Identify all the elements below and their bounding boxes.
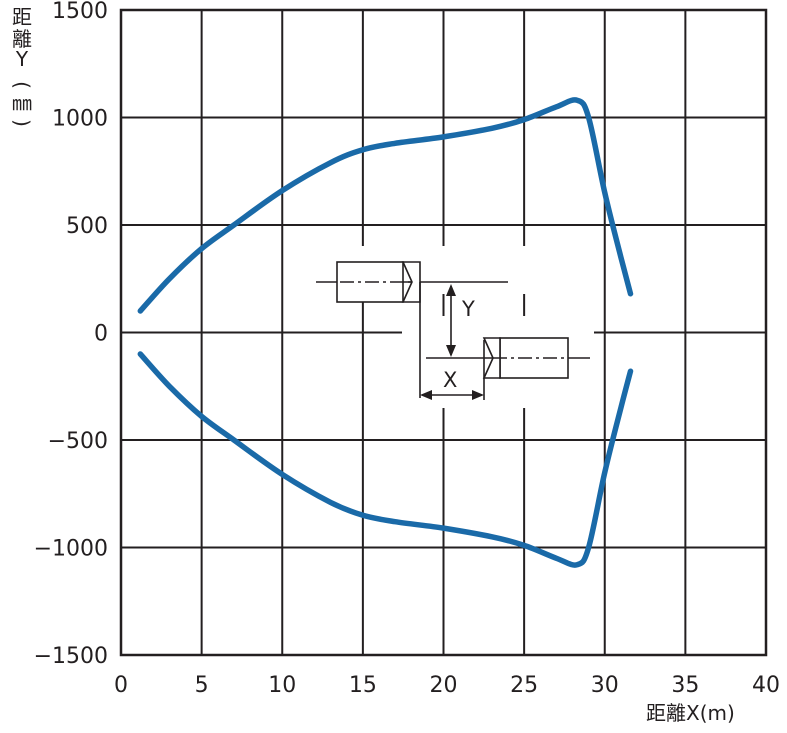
inset-x-label: X [443,368,457,392]
x-tick-label: 5 [195,673,209,698]
x-tick-label: 15 [349,673,377,698]
y-axis-title-char: ( [10,81,34,89]
x-tick-label: 40 [752,673,780,698]
y-tick-label: −500 [48,429,108,454]
y-axis-title-char: 距 [12,5,32,29]
detection-area-curves [137,97,634,568]
y-axis-title-char: Y [15,47,29,71]
x-tick-label: 25 [510,673,538,698]
x-tick-label: 10 [268,673,296,698]
x-axis-ticks: 0 5 10 15 20 25 30 35 40 [114,673,780,698]
y-axis-title-char: ㎜ [12,91,32,115]
x-tick-label: 20 [430,673,458,698]
sensor-offset-diagram: Y X [306,246,594,408]
y-axis-ticks: 1500 1000 500 0 −500 −1000 −1500 [34,0,108,669]
y-tick-label: 500 [66,214,108,239]
x-arrow-left-icon [420,390,432,400]
y-arrow-down-icon [446,345,456,357]
x-tick-label: 35 [671,673,699,698]
x-arrow-right-icon [472,390,484,400]
x-tick-label: 30 [591,673,619,698]
sensor-b-body [499,337,569,379]
y-arrow-up-icon [446,284,456,296]
detection-curve [137,351,634,568]
sensor-a-lens [401,261,421,303]
x-tick-label: 0 [114,673,128,698]
y-axis-title: 距離Y ( ㎜) [10,5,34,127]
sensor-b-lens [482,337,501,379]
x-axis-title: 距離X(m) [646,701,735,725]
plot-frame [119,8,768,657]
detection-curve [137,97,634,314]
inset-y-label: Y [461,297,475,321]
y-tick-label: −1000 [34,537,108,562]
y-tick-label: 1000 [52,107,108,132]
y-tick-label: 0 [94,322,108,347]
y-tick-label: 1500 [52,0,108,24]
y-axis-title-char: 離 [12,27,32,51]
y-axis-title-char: ) [10,119,34,127]
y-tick-label: −1500 [34,644,108,669]
